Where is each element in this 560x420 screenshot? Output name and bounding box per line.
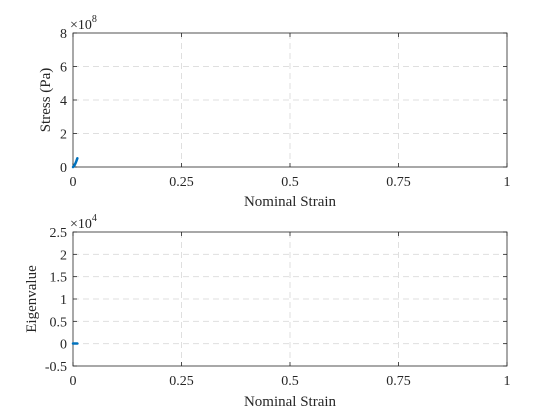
eigen-y-tick-label: 0.5 [50, 315, 68, 330]
eigen-x-axis-label: Nominal Strain [244, 394, 337, 410]
eigen-y-tick-label: 2 [60, 248, 67, 263]
stress-y-axis-label: Stress (Pa) [38, 68, 54, 133]
stress-x-tick-label: 0.5 [281, 175, 299, 190]
eigen-y-tick-label: 1 [60, 293, 67, 308]
eigen-plot: 0 0.25 0.5 0.75 1-0.500.511.522.5×104Nominal… [24, 213, 511, 410]
eigen-exponent-label: ×104 [70, 213, 97, 232]
eigen-y-tick-label: 0 [60, 338, 67, 353]
stress-x-tick-label: 0.75 [386, 175, 411, 190]
stress-exponent-label: ×108 [70, 14, 97, 33]
stress-y-tick-label: 8 [60, 27, 67, 42]
eigen-x-tick-label: 0.75 [386, 374, 411, 389]
eigen-y-tick-label: 2.5 [50, 226, 68, 241]
eigen-y-axis-label: Eigenvalue [24, 265, 40, 333]
stress-plot: 0 0.25 0.5 0.75 1 0 2 4 6 8×108 Nominal Strain Stre… [38, 14, 511, 210]
stress-y-tick-label: 2 [60, 128, 67, 143]
eigen-x-tick-label: 0.5 [281, 374, 299, 389]
stress-x-axis-label: Nominal Strain [244, 194, 337, 210]
stress-y-tick-label: 6 [60, 61, 67, 76]
stress-y-tick-label: 0 [60, 161, 67, 176]
eigen-x-tick-label: 0.25 [169, 374, 194, 389]
eigen-x-tick-label: 0 [70, 374, 77, 389]
stress-x-tick-label: 0.25 [169, 175, 194, 190]
stress-x-tick-label: 1 [504, 175, 511, 190]
eigen-x-tick-label: 1 [504, 374, 511, 389]
stress-x-tick-label: 0 [70, 175, 77, 190]
eigen-y-tick-label: -0.5 [45, 360, 67, 375]
stress-y-tick-label: 4 [60, 94, 67, 109]
eigen-y-tick-label: 1.5 [50, 271, 68, 286]
